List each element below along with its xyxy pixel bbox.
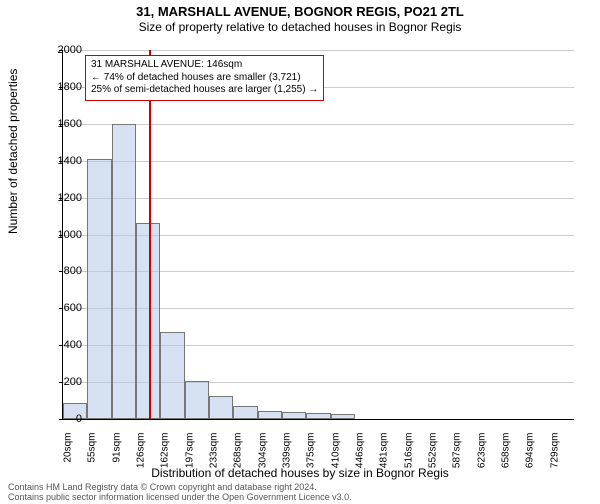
ytick-label: 0	[42, 413, 82, 425]
histogram-bar	[258, 411, 282, 419]
ytick-label: 1800	[42, 81, 82, 93]
chart-title-sub: Size of property relative to detached ho…	[0, 20, 600, 34]
xtick-label: 55sqm	[87, 433, 98, 483]
xtick-label: 658sqm	[501, 433, 512, 483]
ytick-label: 1200	[42, 192, 82, 204]
xtick-label: 375sqm	[306, 433, 317, 483]
ytick-label: 400	[42, 339, 82, 351]
histogram-bar	[112, 124, 136, 419]
xtick-label: 729sqm	[549, 433, 560, 483]
histogram-bar	[160, 332, 184, 419]
xtick-label: 623sqm	[476, 433, 487, 483]
ytick-label: 1400	[42, 155, 82, 167]
ytick-label: 600	[42, 302, 82, 314]
xtick-label: 91sqm	[111, 433, 122, 483]
xtick-label: 20sqm	[63, 433, 74, 483]
footnote-line-2: Contains public sector information licen…	[8, 493, 352, 503]
xtick-label: 410sqm	[330, 433, 341, 483]
xtick-label: 481sqm	[379, 433, 390, 483]
histogram-bar	[136, 223, 160, 419]
xtick-label: 552sqm	[428, 433, 439, 483]
gridline	[63, 161, 574, 162]
histogram-bar	[209, 396, 233, 419]
xtick-label: 162sqm	[160, 433, 171, 483]
annotation-line-2: ← 74% of detached houses are smaller (3,…	[91, 72, 318, 85]
ytick-label: 1600	[42, 118, 82, 130]
annotation-line-3: 25% of semi-detached houses are larger (…	[91, 84, 318, 97]
ytick-label: 1000	[42, 229, 82, 241]
footnote: Contains HM Land Registry data © Crown c…	[8, 483, 352, 503]
xtick-label: 197sqm	[184, 433, 195, 483]
ytick-label: 800	[42, 265, 82, 277]
histogram-bar	[331, 414, 355, 419]
annotation-line-1: 31 MARSHALL AVENUE: 146sqm	[91, 59, 318, 72]
xtick-label: 587sqm	[452, 433, 463, 483]
xtick-label: 339sqm	[282, 433, 293, 483]
xtick-label: 233sqm	[209, 433, 220, 483]
annotation-box: 31 MARSHALL AVENUE: 146sqm← 74% of detac…	[85, 55, 324, 101]
gridline	[63, 198, 574, 199]
histogram-bar	[233, 406, 257, 419]
ytick-label: 200	[42, 376, 82, 388]
gridline	[63, 124, 574, 125]
xtick-label: 446sqm	[355, 433, 366, 483]
plot-area: 31 MARSHALL AVENUE: 146sqm← 74% of detac…	[62, 50, 574, 420]
histogram-bar	[282, 412, 306, 419]
xtick-label: 126sqm	[136, 433, 147, 483]
xtick-label: 304sqm	[257, 433, 268, 483]
histogram-bar	[306, 413, 330, 419]
xtick-label: 516sqm	[403, 433, 414, 483]
chart-title-main: 31, MARSHALL AVENUE, BOGNOR REGIS, PO21 …	[0, 4, 600, 19]
histogram-bar	[185, 381, 209, 419]
y-axis-label: Number of detached properties	[6, 69, 20, 234]
ytick-label: 2000	[42, 44, 82, 56]
gridline	[63, 50, 574, 51]
histogram-bar	[87, 159, 111, 419]
xtick-label: 268sqm	[233, 433, 244, 483]
xtick-label: 694sqm	[525, 433, 536, 483]
marker-line	[149, 50, 151, 419]
